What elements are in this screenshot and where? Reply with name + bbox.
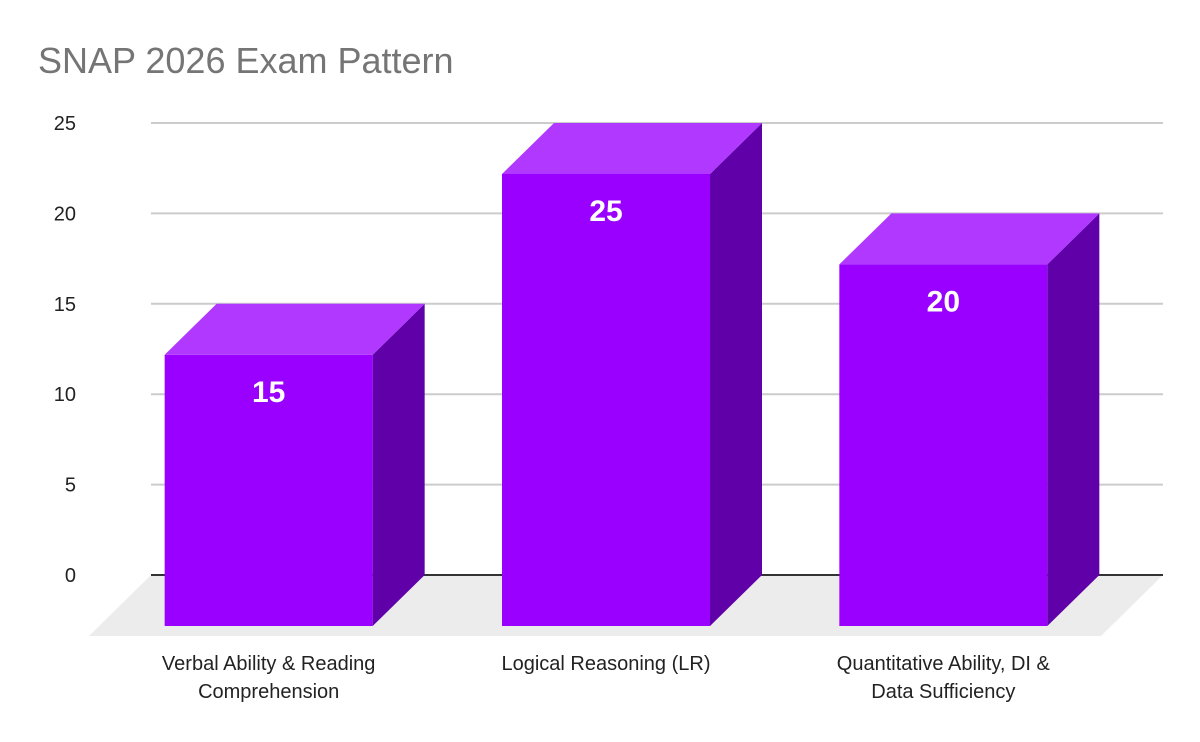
data-label: 15 — [252, 376, 285, 409]
x-axis: Verbal Ability & Reading Comprehension Log… — [162, 653, 1051, 703]
x-category-label: Verbal Ability & Reading — [162, 653, 375, 675]
bar-side-face — [372, 303, 425, 626]
bar: 15 — [164, 303, 425, 626]
bar-front-face — [164, 354, 373, 626]
y-tick-label: 25 — [54, 113, 76, 135]
chart-title: SNAP 2026 Exam Pattern — [38, 40, 454, 81]
bar-top-face — [839, 213, 1100, 265]
bar: 20 — [839, 213, 1100, 626]
y-tick-label: 15 — [54, 294, 76, 316]
bar-front-face — [502, 174, 710, 626]
bar-side-face — [1047, 213, 1100, 626]
bar-top-face — [502, 123, 762, 174]
bar-top-face — [164, 303, 425, 355]
x-category-label: Logical Reasoning (LR) — [501, 653, 710, 675]
bar: 25 — [502, 123, 762, 626]
y-tick-label: 0 — [65, 565, 76, 587]
x-category-label: Data Sufficiency — [871, 681, 1015, 703]
y-axis: 0 5 10 15 20 25 — [54, 113, 76, 587]
data-label: 20 — [927, 285, 960, 318]
y-tick-label: 20 — [54, 203, 76, 225]
bar-front-face — [839, 264, 1048, 626]
y-tick-label: 10 — [54, 384, 76, 406]
x-category-label: Comprehension — [198, 681, 339, 703]
x-category-label: Quantitative Ability, DI & — [837, 653, 1051, 675]
bars: 15 25 20 — [164, 123, 1100, 626]
data-label: 25 — [589, 195, 622, 228]
y-tick-label: 5 — [65, 475, 76, 497]
bar-side-face — [710, 123, 762, 626]
